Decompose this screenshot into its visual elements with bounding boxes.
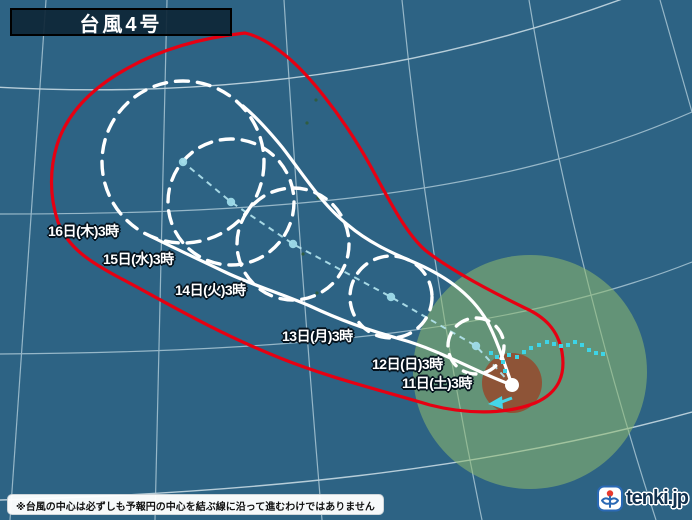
- island: [305, 121, 309, 125]
- island: [301, 252, 305, 256]
- island: [315, 291, 319, 295]
- past-track-dot: [501, 360, 505, 364]
- page-title: 台風4号: [79, 13, 163, 36]
- past-track-dot: [573, 340, 577, 344]
- past-track-dot: [601, 352, 605, 356]
- past-track-dot: [529, 346, 533, 350]
- forecast-label-14th: 14日(火)3時: [175, 282, 246, 298]
- past-track-dot: [515, 355, 519, 359]
- forecast-label-13th: 13日(月)3時: [282, 328, 353, 344]
- past-track-dot: [594, 351, 598, 355]
- past-track: [489, 340, 605, 373]
- forecast-center-dot: [178, 157, 188, 167]
- forecast-center-connector-line: [182, 161, 513, 386]
- movement-arrow-icon: [488, 396, 513, 409]
- past-track-dot: [566, 343, 570, 347]
- forecast-circle: [348, 254, 434, 340]
- footnote: ※台風の中心は必ずしも予報円の中心を結ぶ線に沿って進むわけではありません: [7, 494, 384, 515]
- forecast-center-dot: [386, 292, 396, 302]
- storm-warning-area-outline: [49, 31, 565, 414]
- typhoon-center-marker: [505, 378, 519, 392]
- forecast-circles: [100, 79, 506, 376]
- footnote-text: ※台風の中心は必ずしも予報円の中心を結ぶ線に沿って進むわけではありません: [16, 502, 375, 513]
- forecast-circle: [446, 316, 506, 376]
- island: [314, 98, 318, 102]
- cone-lower-edge: [150, 235, 514, 387]
- forecast-label-12th: 12日(日)3時: [372, 356, 443, 372]
- past-track-dot: [537, 343, 541, 347]
- islands: [301, 98, 320, 295]
- tenki-logo-icon: [597, 485, 623, 512]
- meridian-line: [528, 0, 657, 520]
- forecast-label-16th: 16日(木)3時: [48, 223, 119, 239]
- forecast-label-11th: 11日(土)3時: [402, 375, 472, 391]
- past-track-dot: [559, 344, 563, 348]
- past-track-dot: [489, 351, 493, 355]
- meridian-line: [659, 0, 692, 113]
- forecast-circle: [166, 137, 296, 267]
- past-track-dot: [587, 348, 591, 352]
- meridian-line: [9, 0, 47, 520]
- forecast-label-15th: 15日(水)3時: [103, 251, 174, 267]
- past-track-dot: [503, 369, 507, 373]
- title-box: 台風4号: [10, 8, 232, 36]
- tenki-logo-text: tenki.jp: [626, 487, 689, 509]
- meridian-line: [154, 0, 168, 520]
- cone-upper-edge: [241, 104, 514, 387]
- past-track-dot: [580, 343, 584, 347]
- parallel-line: [0, 261, 692, 355]
- forecast-cone: [150, 104, 514, 387]
- forecast-center-dot: [471, 341, 481, 351]
- meridian-line: [283, 0, 323, 520]
- past-track-dot: [545, 340, 549, 344]
- past-track-dot: [522, 350, 526, 354]
- past-track-dot: [552, 342, 556, 346]
- parallel-line: [0, 111, 692, 215]
- forecast-center-dot: [226, 197, 236, 207]
- forecast-circle: [100, 79, 266, 245]
- forecast-center-dot: [288, 239, 298, 249]
- past-track-dot: [507, 353, 511, 357]
- past-track-dot: [495, 355, 499, 359]
- parallel-line: [0, 0, 622, 91]
- tenki-logo[interactable]: tenki.jp: [597, 485, 689, 512]
